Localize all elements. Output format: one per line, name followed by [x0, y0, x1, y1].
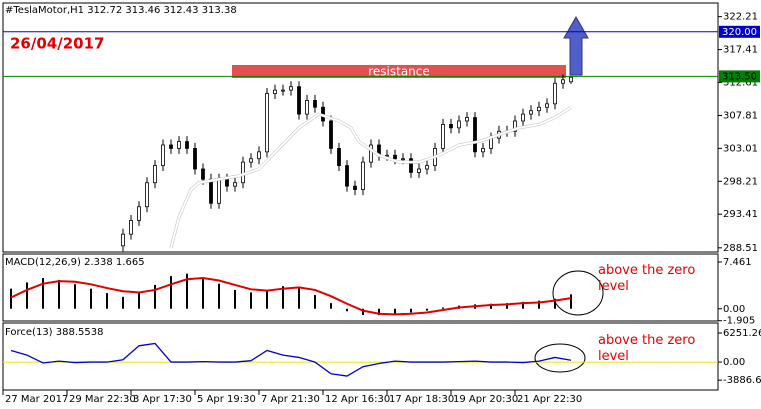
resistance-label: resistance [368, 65, 430, 79]
panel-frame [2, 2, 719, 253]
force-title: Force(13) 388.5538 [5, 327, 103, 338]
candle-body [297, 86, 301, 115]
candle-body [209, 178, 213, 204]
candle-body [185, 141, 189, 149]
candle-body [481, 148, 485, 153]
candle-body [257, 151, 261, 160]
candle-body [345, 165, 349, 187]
candle-body [393, 154, 397, 160]
x-tick-label: 21 Apr 22:30 [517, 394, 582, 405]
y-tick-label: 293.41 [723, 209, 758, 220]
macd-title: MACD(12,26,9) 2.338 1.665 [5, 257, 145, 268]
x-tick-label: 5 Apr 19:30 [197, 394, 256, 405]
candle-body [529, 110, 533, 115]
chart-title: #TeslaMotor,H1 312.72 313.46 312.43 313.… [5, 5, 237, 16]
resistance-zone [232, 65, 566, 78]
candle-body [561, 79, 565, 84]
y-tick-label: 303.01 [723, 143, 758, 154]
candle-body [361, 161, 365, 190]
candle-body [417, 168, 421, 173]
candle-body [305, 100, 309, 115]
y-tick-label: 0.00 [723, 304, 745, 315]
y-tick-label: -3886.66 [723, 375, 761, 386]
candle-body [537, 106, 541, 112]
candle-body [521, 113, 525, 122]
force-line [10, 342, 572, 377]
candle-body [489, 137, 493, 149]
candle-body [233, 182, 237, 187]
y-tick-label: 312.61 [723, 78, 758, 89]
y-tick-label: 7.461 [723, 257, 752, 268]
level-label: 320.00 [722, 27, 757, 38]
candle-body [401, 158, 405, 161]
candle-body [265, 93, 269, 153]
y-tick-label: 322.21 [723, 12, 758, 23]
candle-body [441, 124, 445, 149]
candle-body [473, 117, 477, 153]
candle-body [329, 120, 333, 149]
y-tick-label: 0.00 [723, 357, 745, 368]
candle-body [249, 158, 253, 163]
x-tick-label: 19 Apr 20:30 [453, 394, 518, 405]
candle-body [353, 185, 357, 190]
candle-body [169, 144, 173, 149]
y-tick-label: 317.41 [723, 45, 758, 56]
highlight-ellipse [534, 343, 586, 373]
y-tick-label: 298.21 [723, 176, 758, 187]
candle-body [281, 89, 285, 92]
candle-body [449, 124, 453, 129]
candle-body [425, 165, 429, 170]
y-tick-label: 6251.264 [723, 328, 761, 339]
x-tick-label: 3 Apr 17:30 [133, 394, 192, 405]
candle-body [313, 100, 317, 108]
level-label-box [719, 70, 760, 83]
candle-body [545, 103, 549, 108]
candle-body [465, 117, 469, 122]
candle-body [409, 158, 413, 173]
x-tick-label: 12 Apr 16:30 [325, 394, 390, 405]
y-tick-label: -1.905 [723, 316, 755, 327]
x-tick-label: 27 Mar 2017 [5, 394, 68, 405]
panel-frame [2, 253, 719, 322]
candle-body [145, 182, 149, 208]
y-tick-label: 288.51 [723, 243, 758, 254]
candle-body [161, 144, 165, 166]
candle-body [569, 76, 573, 83]
panel-frame [2, 322, 719, 391]
candle-body [513, 120, 517, 132]
signal-line [10, 277, 572, 316]
candle-body [369, 144, 373, 163]
candle-body [137, 206, 141, 221]
x-tick-label: 29 Mar 22:30 [69, 394, 136, 405]
candle-body [121, 233, 125, 247]
candle-body [177, 141, 181, 149]
candle-body [201, 168, 205, 180]
candle-body [457, 120, 461, 129]
candle-body [273, 89, 277, 94]
highlight-ellipse [552, 270, 604, 316]
level-label: 313.50 [722, 71, 757, 82]
candle-body [193, 148, 197, 170]
candle-body [289, 86, 293, 91]
candle-body [385, 154, 389, 157]
candle-body [129, 220, 133, 235]
level-label-box [719, 25, 760, 38]
candle-body [225, 178, 229, 187]
date-label: 26/04/2017 [10, 35, 104, 53]
x-tick-label: 7 Apr 21:30 [261, 394, 320, 405]
y-tick-label: 307.81 [723, 110, 758, 121]
candle-body [337, 148, 341, 166]
candle-body [241, 161, 245, 184]
candle-body [553, 82, 557, 105]
annotation: above the zero level [598, 333, 696, 364]
annotation: above the zero level [598, 263, 696, 294]
moving-average [170, 106, 572, 249]
candle-body [153, 165, 157, 184]
candle-body [217, 178, 221, 204]
x-tick-label: 17 Apr 18:30 [389, 394, 454, 405]
